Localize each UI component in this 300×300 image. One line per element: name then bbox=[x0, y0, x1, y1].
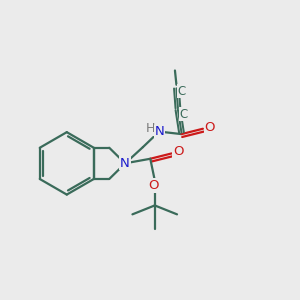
Text: O: O bbox=[148, 179, 158, 192]
Text: C: C bbox=[179, 108, 188, 121]
Text: C: C bbox=[178, 85, 186, 98]
Text: N: N bbox=[154, 125, 164, 138]
Text: O: O bbox=[204, 121, 215, 134]
Text: H: H bbox=[146, 122, 156, 135]
Text: O: O bbox=[173, 146, 184, 158]
Text: N: N bbox=[120, 157, 130, 170]
